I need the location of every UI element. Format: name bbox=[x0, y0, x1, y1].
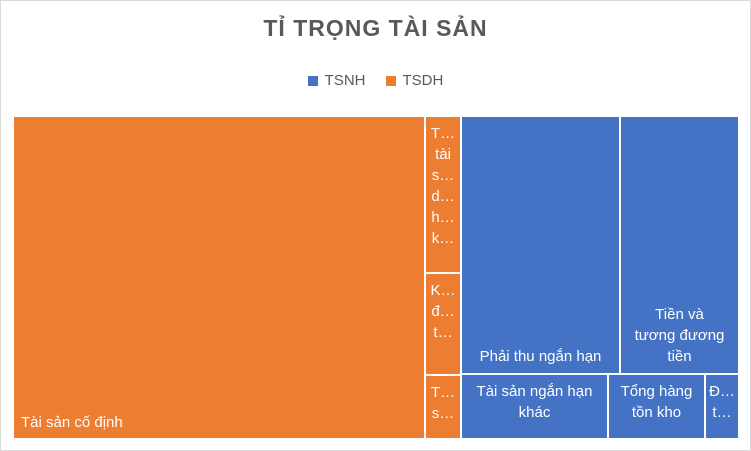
treemap-tile-8[interactable]: Tổng hàng tồn kho bbox=[609, 375, 704, 438]
treemap-tile-7[interactable]: Tài sản ngắn hạn khác bbox=[462, 375, 607, 438]
treemap-tile-label: T… s… bbox=[430, 384, 456, 422]
treemap-tile-1[interactable]: Tài sản cố định bbox=[14, 117, 424, 438]
legend-item-tsnh[interactable]: TSNH bbox=[307, 72, 366, 89]
treemap-tile-label: Tài sản ngắn hạn khác bbox=[476, 383, 593, 421]
treemap-tile-3[interactable]: K… đ… t… bbox=[426, 274, 460, 374]
treemap-tile-2[interactable]: T… tài s… d… h… k… bbox=[426, 117, 460, 272]
treemap-tile-9[interactable]: Đ… t… bbox=[706, 375, 738, 438]
chart-title: TỈ TRỌNG TÀI SẢN bbox=[263, 15, 488, 41]
treemap-tile-5[interactable]: Phải thu ngắn hạn bbox=[462, 117, 619, 373]
legend-swatch-tsnh bbox=[307, 75, 318, 86]
treemap-tile-label: Phải thu ngắn hạn bbox=[479, 348, 602, 365]
legend-swatch-tsdh bbox=[385, 75, 396, 86]
treemap-tile-label: Đ… t… bbox=[709, 383, 735, 421]
treemap-tile-label: T… tài s… d… h… k… bbox=[430, 125, 456, 247]
treemap-tile-6[interactable]: Tiền và tương đương tiền bbox=[621, 117, 738, 373]
legend-item-tsdh[interactable]: TSDH bbox=[385, 72, 444, 89]
treemap-tile-label: Tổng hàng tồn kho bbox=[620, 383, 693, 421]
treemap-tile-label: Tiền và tương đương tiền bbox=[634, 306, 725, 365]
treemap-tile-4[interactable]: T… s… bbox=[426, 376, 460, 438]
treemap-tile-label: K… đ… t… bbox=[430, 282, 456, 341]
legend-label-tsdh: TSDH bbox=[402, 72, 444, 89]
treemap-tile-label: Tài sản cố định bbox=[21, 414, 123, 431]
legend: TSNH TSDH bbox=[1, 72, 750, 89]
legend-label-tsnh: TSNH bbox=[324, 72, 366, 89]
